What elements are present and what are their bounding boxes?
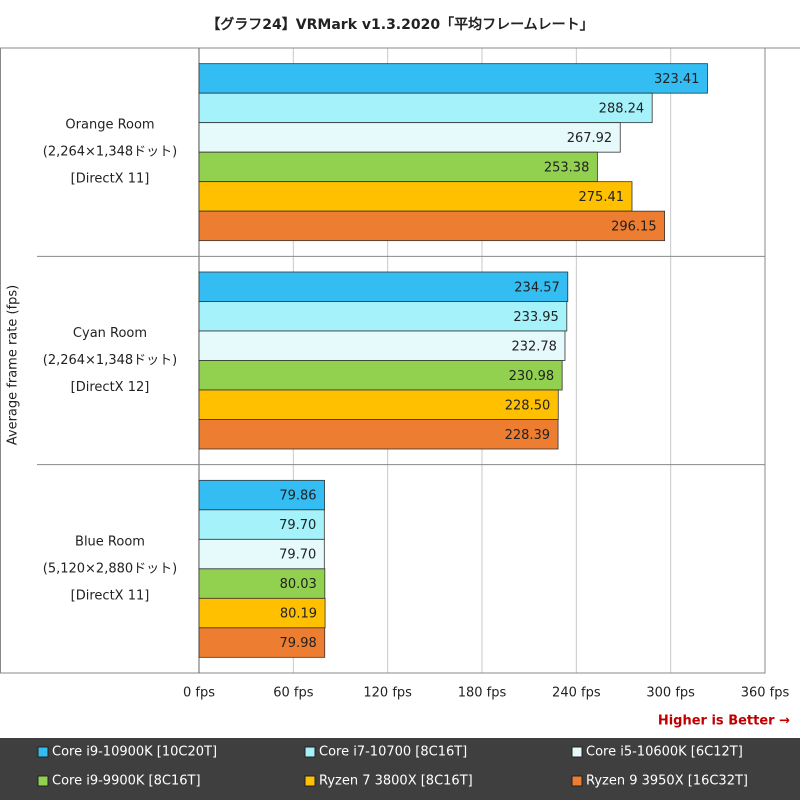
bar: [198, 210, 666, 242]
bar: [198, 271, 569, 302]
bar: [198, 419, 559, 450]
value-label: 79.86: [279, 489, 316, 504]
category-label: Cyan Room: [73, 326, 147, 341]
category-label: Blue Room: [75, 534, 145, 549]
value-label: 288.24: [599, 101, 645, 116]
category-label: (2,264×1,348ドット): [43, 145, 177, 160]
bar: [198, 389, 559, 420]
bar: [198, 597, 326, 629]
bar: [198, 301, 568, 332]
legend-box: [0, 738, 800, 800]
bar: [198, 63, 708, 94]
legend-swatch: [571, 775, 583, 787]
annotation: Higher is Better →: [658, 714, 790, 729]
value-label: 80.19: [280, 607, 317, 622]
legend-swatch: [304, 775, 316, 787]
legend-swatch: [304, 746, 316, 758]
value-label: 80.03: [280, 577, 317, 592]
value-label: 253.38: [544, 160, 590, 175]
value-label: 296.15: [611, 219, 657, 234]
category-label: [DirectX 11]: [71, 588, 150, 603]
value-label: 79.70: [279, 548, 316, 563]
bar: [198, 122, 621, 153]
value-label: 267.92: [567, 131, 613, 146]
x-tick-label: 360 fps: [741, 686, 790, 701]
legend-label: Core i9-10900K [10C20T]: [52, 745, 217, 760]
bar: [198, 360, 563, 391]
value-label: 228.39: [505, 428, 551, 443]
plot-frame: [0, 47, 766, 674]
bar: [198, 151, 598, 183]
value-label: 234.57: [514, 280, 560, 295]
category-label: [DirectX 11]: [71, 172, 150, 187]
value-label: 323.41: [654, 72, 700, 87]
x-tick-label: 60 fps: [273, 686, 314, 701]
x-tick-label: 240 fps: [552, 686, 601, 701]
category-label: (5,120×2,880ドット): [43, 561, 177, 576]
value-label: 79.98: [280, 636, 317, 651]
chart-title: 【グラフ24】VRMark v1.3.2020「平均フレームレート」: [206, 16, 593, 33]
legend-label: Ryzen 9 3950X [16C32T]: [586, 774, 748, 789]
bar: [198, 509, 325, 540]
value-label: 79.70: [279, 518, 316, 533]
value-label: 230.98: [509, 369, 555, 384]
bar: [198, 181, 633, 212]
bar: [198, 568, 326, 599]
category-label: Orange Room: [65, 118, 154, 133]
x-tick-label: 120 fps: [363, 686, 412, 701]
bar: [198, 479, 325, 511]
bar: [198, 92, 653, 124]
legend-label: Core i7-10700 [8C16T]: [319, 745, 467, 760]
value-label: 233.95: [513, 310, 559, 325]
bar: [198, 627, 326, 658]
category-label: [DirectX 12]: [71, 380, 150, 395]
bar: [198, 538, 325, 570]
value-label: 228.50: [505, 398, 551, 413]
legend-label: Core i9-9900K [8C16T]: [52, 774, 201, 789]
value-label: 275.41: [579, 190, 625, 205]
x-tick-label: 0 fps: [183, 686, 215, 701]
bar: [198, 330, 566, 361]
legend-label: Core i5-10600K [6C12T]: [586, 745, 743, 760]
x-tick-label: 180 fps: [458, 686, 507, 701]
legend-swatch: [37, 775, 49, 787]
y-axis-label: Average frame rate (fps): [6, 285, 21, 445]
legend-swatch: [37, 746, 49, 758]
x-tick-label: 300 fps: [646, 686, 695, 701]
category-label: (2,264×1,348ドット): [43, 353, 177, 368]
legend-label: Ryzen 7 3800X [8C16T]: [319, 774, 473, 789]
value-label: 232.78: [511, 339, 557, 354]
legend-swatch: [571, 746, 583, 758]
